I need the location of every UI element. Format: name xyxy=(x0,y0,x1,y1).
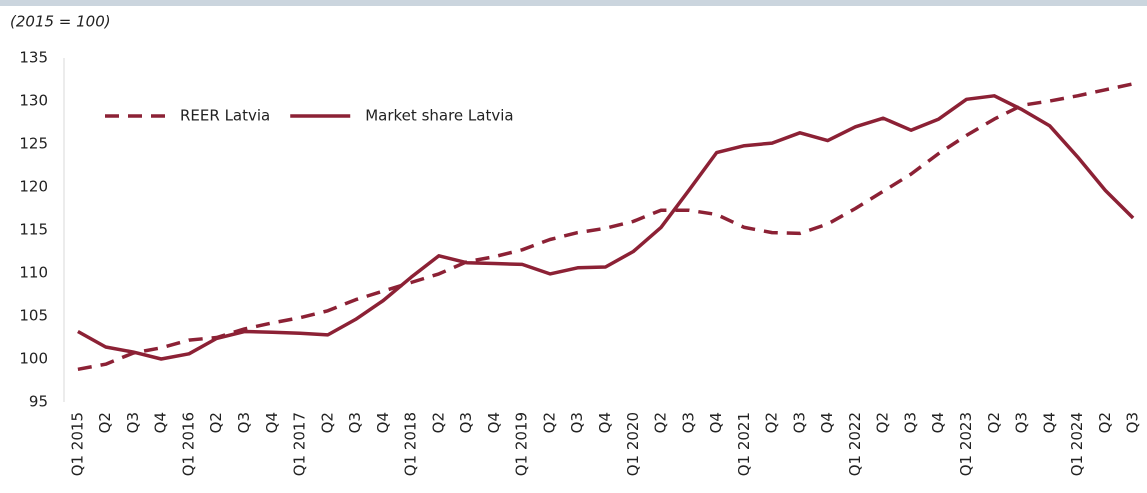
x-tick-label: Q3 xyxy=(679,412,697,433)
chart-subtitle: (2015 = 100) xyxy=(10,13,111,31)
x-tick-label: Q3 xyxy=(124,412,142,433)
x-tick-label: Q2 xyxy=(1096,412,1114,433)
x-tick-label: Q3 xyxy=(235,412,253,433)
x-tick-label: Q3 xyxy=(1013,412,1031,433)
x-tick-label: Q4 xyxy=(374,412,392,433)
x-tick-label: Q2 xyxy=(318,412,336,433)
y-tick-label: 135 xyxy=(19,49,48,67)
x-tick-label: Q2 xyxy=(96,412,114,433)
x-tick-label: Q1 2019 xyxy=(513,412,531,476)
x-tick-label: Q2 xyxy=(652,412,670,433)
x-tick-label: Q3 xyxy=(457,412,475,433)
x-tick-label: Q1 2015 xyxy=(68,412,86,476)
y-tick-label: 100 xyxy=(19,350,48,368)
x-tick-label: Q4 xyxy=(929,412,947,433)
x-tick-label: Q3 xyxy=(901,412,919,433)
x-tick-label: Q3 xyxy=(790,412,808,433)
y-tick-label: 120 xyxy=(19,178,48,196)
x-tick-label: Q2 xyxy=(763,412,781,433)
y-tick-label: 95 xyxy=(29,393,48,411)
x-tick-label: Q2 xyxy=(429,412,447,433)
x-tick-label: Q1 2018 xyxy=(402,412,420,476)
x-tick-label: Q1 2016 xyxy=(179,412,197,476)
x-tick-label: Q3 xyxy=(568,412,586,433)
x-tick-label: Q3 xyxy=(1124,412,1142,433)
x-tick-label: Q2 xyxy=(207,412,225,433)
x-tick-label: Q4 xyxy=(263,412,281,433)
x-tick-label: Q4 xyxy=(485,412,503,433)
x-tick-label: Q4 xyxy=(152,412,170,433)
line-series xyxy=(77,82,1134,372)
x-tick-label: Q2 xyxy=(874,412,892,433)
x-tick-label: Q4 xyxy=(596,412,614,433)
legend-label: Market share Latvia xyxy=(365,107,513,125)
y-tick-label: 125 xyxy=(19,135,48,153)
x-tick-label: Q1 2022 xyxy=(846,412,864,476)
x-tick-label: Q3 xyxy=(346,412,364,433)
x-tick-label: Q1 2023 xyxy=(957,412,975,476)
x-tick-label: Q4 xyxy=(818,412,836,433)
y-tick-label: 105 xyxy=(19,307,48,325)
x-tick-label: Q1 2020 xyxy=(624,412,642,476)
x-tick-label: Q4 xyxy=(707,412,725,433)
y-tick-label: 130 xyxy=(19,92,48,110)
y-tick-label: 110 xyxy=(19,264,48,282)
x-tick-label: Q1 2017 xyxy=(291,412,309,476)
x-tick-label: Q2 xyxy=(985,412,1003,433)
x-tick-label: Q4 xyxy=(1040,412,1058,433)
y-tick-label: 115 xyxy=(19,221,48,239)
legend-label: REER Latvia xyxy=(180,107,270,125)
x-tick-label: Q1 2024 xyxy=(1068,412,1086,476)
x-tick-label: Q2 xyxy=(540,412,558,433)
line-series xyxy=(77,94,1135,361)
x-tick-label: Q1 2021 xyxy=(735,412,753,476)
header-bar xyxy=(0,0,1147,6)
